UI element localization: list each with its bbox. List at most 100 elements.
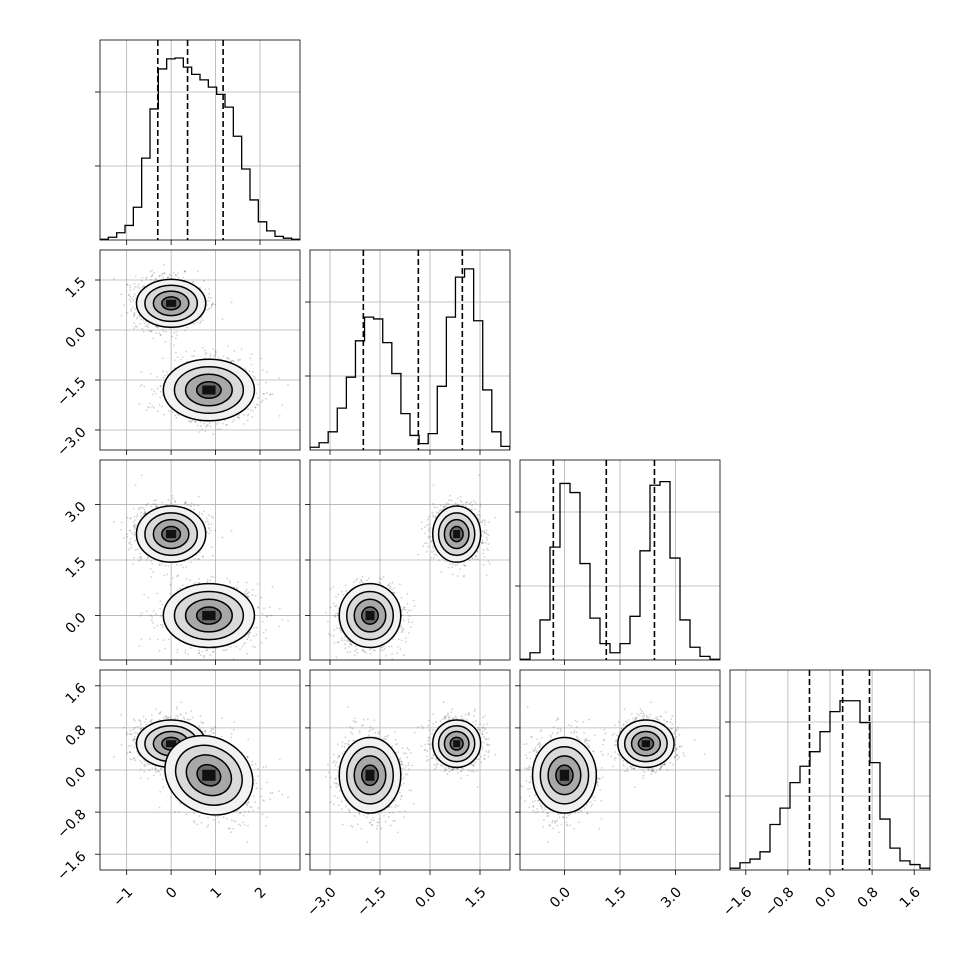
sample-point — [140, 511, 143, 514]
sample-point — [164, 374, 167, 377]
sample-point — [129, 541, 132, 544]
sample-point — [239, 648, 241, 651]
sample-point — [129, 295, 132, 298]
sample-point — [219, 428, 222, 431]
sample-point — [205, 424, 208, 427]
sample-point — [162, 330, 165, 333]
sample-point — [241, 645, 244, 648]
sample-point — [214, 350, 217, 353]
sample-point — [198, 287, 201, 289]
histogram-p2 — [310, 268, 510, 450]
sample-point — [211, 554, 214, 557]
sample-point — [193, 420, 196, 423]
sample-point — [269, 606, 271, 609]
sample-point — [145, 278, 148, 280]
sample-point — [184, 649, 187, 652]
sample-point — [231, 359, 234, 362]
sample-point — [226, 577, 228, 580]
sample-point — [208, 422, 211, 424]
sample-point — [130, 310, 133, 312]
sample-point — [177, 276, 180, 279]
sample-point — [191, 355, 194, 358]
sample-point — [212, 576, 215, 578]
sample-point — [138, 403, 141, 406]
sample-point — [136, 548, 139, 551]
sample-point — [150, 560, 152, 563]
sample-point — [135, 325, 138, 328]
sample-point — [161, 405, 164, 408]
sample-point — [232, 658, 235, 660]
sample-point — [140, 371, 143, 373]
sample-point — [140, 638, 143, 640]
sample-point — [159, 607, 162, 610]
sample-point — [138, 507, 141, 510]
sample-point — [197, 558, 200, 560]
sample-point — [163, 272, 166, 275]
sample-point — [260, 357, 263, 360]
sample-point — [263, 392, 265, 395]
sample-point — [208, 288, 211, 290]
sample-point — [177, 574, 179, 577]
sample-point — [193, 582, 196, 585]
sample-point — [140, 318, 143, 320]
sample-point — [210, 304, 213, 307]
sample-point — [176, 648, 179, 651]
sample-point — [157, 410, 159, 413]
sample-point — [155, 277, 157, 280]
sample-point — [229, 646, 232, 648]
sample-point — [182, 566, 185, 569]
sample-point — [156, 387, 159, 390]
sample-point — [132, 525, 135, 528]
sample-point — [265, 397, 267, 400]
sample-point — [222, 355, 225, 358]
sample-point — [247, 633, 250, 636]
sample-point — [177, 414, 180, 417]
sample-point — [262, 392, 265, 395]
sample-point — [181, 356, 184, 359]
sample-point — [134, 484, 137, 487]
sample-point — [184, 501, 187, 504]
sample-point — [139, 615, 142, 617]
sample-point — [152, 503, 155, 505]
sample-point — [153, 626, 155, 629]
sample-point — [168, 410, 170, 412]
sample-point — [246, 595, 249, 597]
sample-point — [176, 413, 179, 415]
sample-point — [251, 588, 254, 591]
sample-point — [129, 517, 132, 520]
sample-point — [201, 513, 204, 515]
sample-point — [255, 392, 258, 395]
sample-point — [138, 645, 141, 648]
sample-point — [151, 273, 154, 276]
sample-point — [212, 348, 214, 350]
sample-point — [144, 325, 147, 328]
sample-point — [212, 517, 214, 519]
sample-point — [140, 558, 143, 561]
sample-point — [149, 638, 151, 640]
sample-point — [230, 301, 233, 304]
sample-point — [138, 559, 141, 562]
sample-point — [232, 360, 235, 363]
sample-point — [225, 648, 228, 651]
sample-point — [243, 643, 245, 646]
sample-point — [133, 516, 136, 518]
sample-point — [149, 568, 152, 570]
sample-point — [216, 428, 219, 431]
sample-point — [159, 623, 162, 626]
sample-point — [146, 324, 149, 327]
sample-point — [133, 524, 136, 526]
sample-point — [206, 517, 208, 520]
sample-point — [134, 526, 137, 529]
sample-point — [156, 624, 159, 627]
sample-point — [150, 619, 153, 622]
sample-point — [243, 413, 245, 416]
sample-point — [207, 423, 209, 426]
sample-point — [226, 423, 228, 426]
sample-point — [204, 353, 207, 356]
sample-point — [145, 610, 148, 612]
sample-point — [134, 293, 136, 296]
sample-point — [257, 404, 259, 407]
panels-layer: −3.0−1.50.01.50.01.53.0−1.6−0.80.00.81.6… — [54, 39, 931, 920]
sample-point — [133, 556, 136, 559]
sample-point — [129, 538, 132, 540]
